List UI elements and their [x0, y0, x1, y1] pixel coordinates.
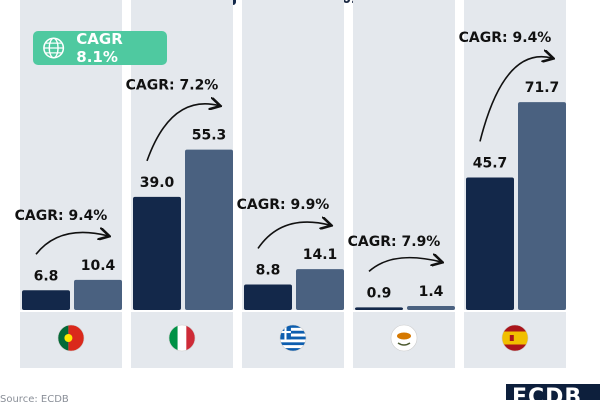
bar-2024-italy [133, 196, 181, 310]
cagr-label-greece: CAGR: 9.9% [237, 197, 330, 213]
bar-2029-spain [518, 102, 566, 310]
bar-2029-cyprus [407, 305, 455, 310]
cagr-label-spain: CAGR: 9.4% [459, 30, 552, 46]
legend-label-2029: 2029 [333, 0, 369, 7]
cagr-label-portugal: CAGR: 9.4% [15, 208, 108, 224]
flag-portugal-icon [58, 325, 84, 351]
bar-chart: 6.8 10.4 CAGR: 9.4% 39.0 55.3 CAGR: 7.2% 8.8 14… [15, 0, 566, 368]
flag-greece-stripe [280, 339, 306, 343]
arrow-icon [146, 104, 219, 162]
flag-italy-green [169, 325, 178, 351]
flag-greece-stripe [280, 330, 306, 334]
value-label-2024-italy: 39.0 [140, 175, 175, 191]
flag-greece-stripe [280, 325, 306, 328]
flag-greece-stripe [280, 327, 306, 331]
value-label-2029-greece: 14.1 [303, 247, 338, 263]
flag-spain-yellow [502, 331, 528, 345]
bar-2024-cyprus [355, 307, 403, 310]
flag-greece-cross-h [280, 330, 291, 334]
arrow-icon [479, 57, 552, 142]
arrow-icon [257, 222, 330, 249]
flag-greece-stripe [280, 333, 306, 337]
bar-2029-greece [296, 269, 344, 310]
bar-2029-portugal [74, 279, 122, 310]
arrow-icon [368, 258, 441, 272]
cagr-badge: CAGR 8.1% [33, 30, 167, 66]
cagr-label-italy: CAGR: 7.2% [126, 78, 219, 94]
flag-italy-white [177, 325, 187, 351]
cagr-badge-label: CAGR 8.1% [76, 30, 123, 66]
value-label-2024-cyprus: 0.9 [367, 285, 392, 301]
flag-greece-stripe [280, 342, 306, 346]
flag-spain-emblem [509, 335, 514, 341]
value-label-2029-portugal: 10.4 [81, 258, 116, 274]
bar-2024-spain [466, 177, 514, 310]
flag-border-spain [501, 324, 529, 352]
flag-cyprus-island [397, 332, 411, 340]
flag-border-greece [279, 324, 307, 352]
panel-cyprus [353, 0, 455, 310]
flag-border-cyprus [390, 324, 418, 352]
flag-italy-icon [169, 325, 195, 351]
flag-cyprus-branches [397, 342, 411, 346]
flag-greece-stripe [280, 348, 306, 351]
ecdb-logo: ECDB [506, 384, 600, 400]
panel-greece [242, 0, 344, 310]
value-label-2024-greece: 8.8 [256, 262, 281, 278]
arrow-icon [35, 232, 108, 255]
cagr-label-cyprus: CAGR: 7.9% [348, 234, 441, 250]
flag-greece-stripe [280, 336, 306, 340]
value-label-2029-italy: 55.3 [192, 128, 227, 144]
flag-portugal-emblem [64, 334, 73, 342]
bar-2029-italy [185, 149, 233, 310]
bar-2024-portugal [22, 290, 70, 310]
flag-greece-stripe [280, 345, 306, 349]
globe-icon [43, 37, 65, 59]
value-label-2029-cyprus: 1.4 [419, 284, 444, 300]
flag-portugal-red [68, 325, 84, 351]
flag-portugal-green [58, 325, 69, 351]
flag-border-italy [168, 324, 196, 352]
flag-italy-red [186, 325, 195, 351]
flag-greece-icon [280, 325, 306, 351]
flag-cyprus-icon [391, 325, 417, 351]
flag-spain-icon [502, 325, 528, 351]
flag-border-portugal [57, 324, 85, 352]
value-label-2024-portugal: 6.8 [34, 268, 59, 284]
value-label-2024-spain: 45.7 [473, 155, 508, 171]
bar-2024-greece [244, 284, 292, 310]
value-label-2029-spain: 71.7 [525, 80, 560, 96]
